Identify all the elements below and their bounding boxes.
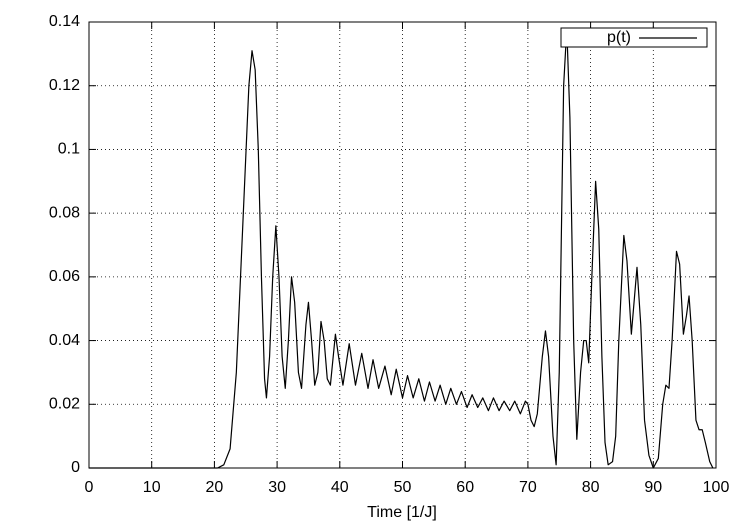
y-tick-label: 0.14 bbox=[49, 13, 80, 30]
y-tick-label: 0.08 bbox=[49, 204, 80, 221]
x-axis-label: Time [1/J] bbox=[367, 504, 437, 521]
x-tick-label: 20 bbox=[206, 479, 224, 496]
y-tick-label: 0 bbox=[71, 459, 80, 476]
legend-box bbox=[560, 27, 708, 48]
x-tick-label: 100 bbox=[703, 479, 730, 496]
x-tick-label: 50 bbox=[394, 479, 412, 496]
x-tick-label: 30 bbox=[268, 479, 286, 496]
plot-frame bbox=[88, 21, 717, 469]
x-tick-label: 80 bbox=[582, 479, 600, 496]
y-tick-label: 0.04 bbox=[49, 332, 80, 349]
x-tick-label: 0 bbox=[85, 479, 94, 496]
x-tick-label: 70 bbox=[519, 479, 537, 496]
y-tick-label: 0.02 bbox=[49, 396, 80, 413]
data-line bbox=[89, 27, 714, 469]
x-tick-label: 10 bbox=[143, 479, 161, 496]
x-tick-label: 60 bbox=[456, 479, 474, 496]
y-tick-label: 0.1 bbox=[58, 141, 80, 158]
y-tick-label: 0.06 bbox=[49, 268, 80, 285]
x-tick-label: 90 bbox=[644, 479, 662, 496]
y-tick-label: 0.12 bbox=[49, 77, 80, 94]
legend-label: p(t) bbox=[607, 29, 631, 46]
x-tick-label: 40 bbox=[331, 479, 349, 496]
